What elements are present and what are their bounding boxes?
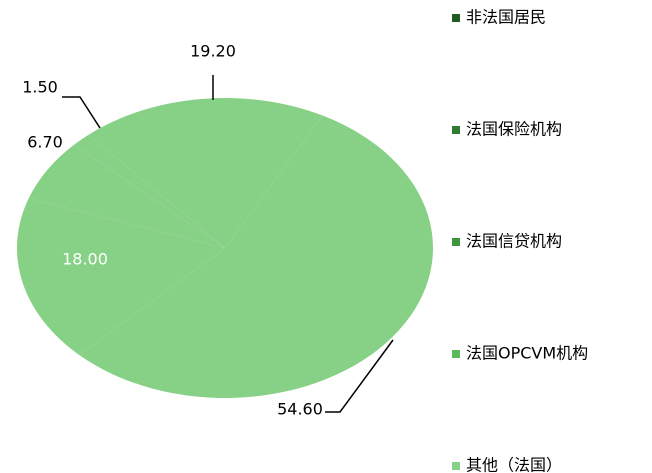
legend-label: 法国信贷机构	[466, 232, 562, 251]
legend-label: 法国OPCVM机构	[466, 344, 588, 363]
legend-label: 其他（法国）	[466, 456, 562, 473]
legend-swatch	[452, 462, 460, 470]
pie-slice	[28, 144, 225, 248]
pie-slice	[88, 98, 323, 249]
pie-slice	[74, 134, 225, 248]
legend-label: 非法国居民	[466, 8, 546, 27]
legend-swatch	[452, 350, 460, 358]
legend-swatch	[452, 126, 460, 134]
data-label: 6.70	[27, 133, 63, 152]
data-label: 54.60	[277, 400, 323, 419]
legend-label: 法国保险机构	[466, 120, 562, 139]
pie-slice	[16, 198, 225, 355]
leader-line	[62, 96, 101, 129]
leader-line	[325, 339, 394, 413]
data-label: 1.50	[22, 78, 58, 97]
data-label: 18.00	[62, 250, 108, 269]
pie-slice	[79, 115, 433, 398]
legend-swatch	[452, 14, 460, 22]
data-label: 19.20	[190, 42, 236, 61]
legend-swatch	[452, 238, 460, 246]
